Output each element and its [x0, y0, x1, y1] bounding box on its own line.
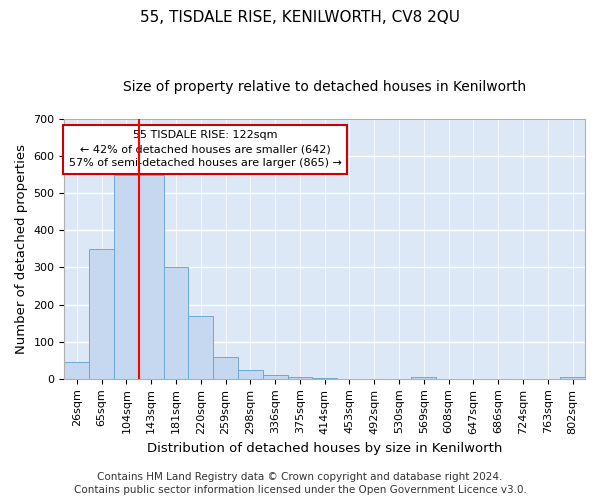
- Bar: [560, 377, 585, 379]
- Text: 55, TISDALE RISE, KENILWORTH, CV8 2QU: 55, TISDALE RISE, KENILWORTH, CV8 2QU: [140, 10, 460, 25]
- Bar: [412, 377, 436, 379]
- Bar: [114, 174, 139, 379]
- Title: Size of property relative to detached houses in Kenilworth: Size of property relative to detached ho…: [123, 80, 526, 94]
- Bar: [89, 249, 114, 379]
- X-axis label: Distribution of detached houses by size in Kenilworth: Distribution of detached houses by size …: [147, 442, 502, 455]
- Bar: [263, 375, 287, 379]
- Bar: [188, 316, 213, 379]
- Bar: [164, 268, 188, 379]
- Text: Contains HM Land Registry data © Crown copyright and database right 2024.
Contai: Contains HM Land Registry data © Crown c…: [74, 472, 526, 495]
- Bar: [287, 376, 313, 379]
- Text: 55 TISDALE RISE: 122sqm
← 42% of detached houses are smaller (642)
57% of semi-d: 55 TISDALE RISE: 122sqm ← 42% of detache…: [68, 130, 341, 168]
- Y-axis label: Number of detached properties: Number of detached properties: [15, 144, 28, 354]
- Bar: [213, 356, 238, 379]
- Bar: [64, 362, 89, 379]
- Bar: [139, 174, 164, 379]
- Bar: [238, 370, 263, 379]
